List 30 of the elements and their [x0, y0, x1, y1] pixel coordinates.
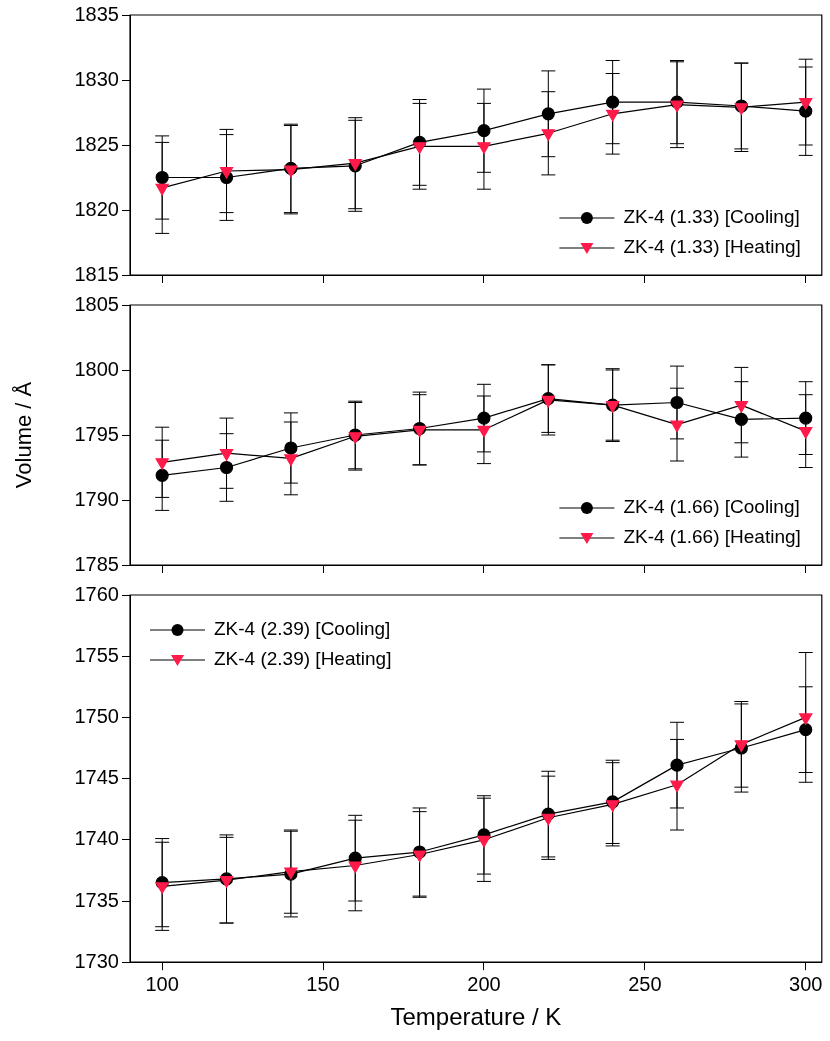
x-tick-label: 150	[306, 972, 340, 995]
legend-label: ZK-4 (2.39) [Heating]	[214, 648, 392, 670]
y-tick-label: 1760	[74, 582, 119, 605]
y-tick-label: 1795	[74, 422, 119, 445]
y-axis-title: Volume / Å	[11, 381, 37, 489]
legend-label: ZK-4 (1.33) [Heating]	[623, 236, 801, 258]
y-tick-label: 1805	[74, 292, 119, 315]
x-tick-label: 300	[789, 972, 823, 995]
legend-label: ZK-4 (2.39) [Cooling]	[214, 618, 391, 640]
y-tick-label: 1730	[74, 949, 119, 972]
y-tick-label: 1835	[74, 2, 119, 25]
y-tick-label: 1750	[74, 704, 119, 727]
y-tick-label: 1745	[74, 766, 119, 789]
y-tick-label: 1785	[74, 552, 119, 575]
y-tick-label: 1755	[74, 643, 119, 666]
y-tick-label: 1820	[74, 197, 119, 220]
y-tick-label: 1740	[74, 827, 119, 850]
y-tick-label: 1790	[74, 487, 119, 510]
y-tick-label: 1825	[74, 132, 119, 155]
legend-label: ZK-4 (1.33) [Cooling]	[623, 206, 800, 228]
y-tick-label: 1735	[74, 888, 119, 911]
y-tick-label: 1815	[74, 262, 119, 285]
x-tick-label: 100	[145, 972, 179, 995]
legend-label: ZK-4 (1.66) [Heating]	[623, 526, 801, 548]
y-tick-label: 1800	[74, 357, 119, 380]
y-tick-label: 1830	[74, 67, 119, 90]
x-tick-label: 250	[628, 972, 662, 995]
x-axis-title: Temperature / K	[390, 1003, 562, 1031]
x-tick-label: 200	[467, 972, 501, 995]
legend-label: ZK-4 (1.66) [Cooling]	[623, 496, 800, 518]
